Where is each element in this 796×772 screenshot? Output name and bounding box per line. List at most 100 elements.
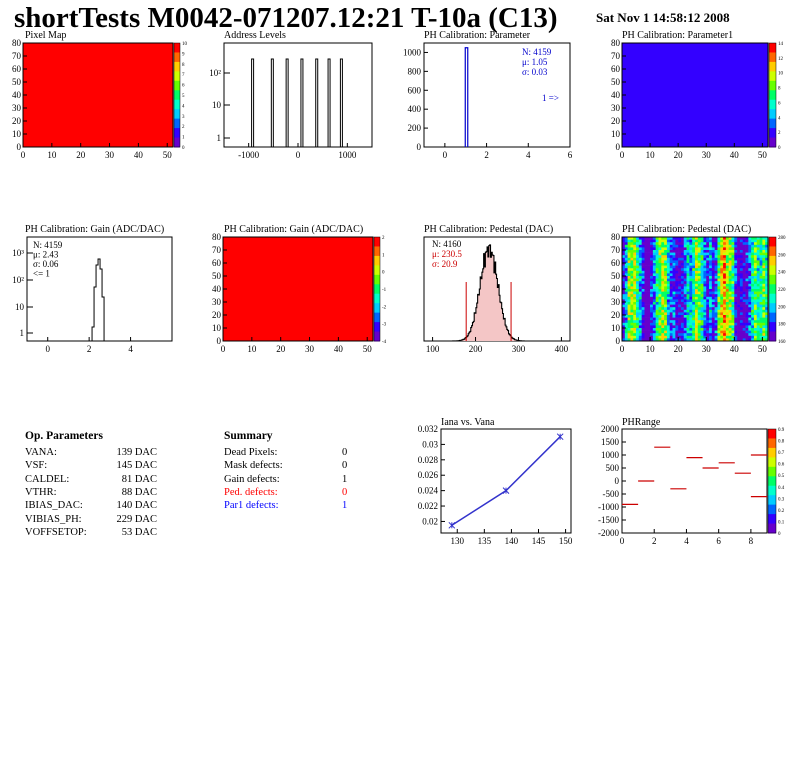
pedestal-map-cell: [720, 330, 724, 334]
phrange-palette-label: 0.6: [778, 463, 785, 468]
pedestal-map-cell: [669, 307, 673, 311]
pedestal-map-cell: [652, 328, 656, 331]
pedestal-map-cell: [647, 283, 651, 287]
pedestal-map-cell: [717, 260, 721, 264]
pedestal-map-cell: [638, 302, 642, 305]
pedestal-map-cell: [641, 250, 645, 253]
pedestal-map-cell: [650, 317, 654, 321]
pedestal-map-cell: [725, 315, 729, 318]
pedestal-map-cell: [680, 281, 685, 285]
pedestal-map-cell: [647, 338, 651, 342]
pedestal-map-cell: [633, 335, 637, 339]
pedestal-map-cell: [697, 317, 701, 321]
pedestal-map-cell: [751, 294, 755, 298]
pedestal-map-cell: [627, 330, 631, 334]
pedestal-map-cell: [624, 276, 628, 279]
pedestal-map-cell: [706, 315, 710, 318]
pedestal-map-cell: [655, 283, 659, 287]
pedestal-map-cell: [742, 268, 746, 272]
pedestal-map-cell: [664, 250, 668, 253]
pedestal-map-cell: [680, 260, 685, 264]
pedestal-map-cell: [725, 289, 729, 292]
pedestal-map-cell: [706, 281, 710, 285]
pedestal-map-cell: [737, 304, 741, 308]
pedestal-map-cell: [706, 286, 710, 290]
pedestal-map-cell: [723, 291, 727, 295]
pedestal-map-cell: [731, 304, 735, 308]
param1-palette-cell: [769, 137, 776, 148]
pedestal-map-cell: [641, 257, 645, 261]
pedestal-map-cell: [703, 252, 707, 256]
pedestal-map-cell: [644, 302, 648, 305]
pedestal-map-cell: [695, 247, 699, 251]
pedestal-map-cell: [678, 273, 682, 277]
pedestal-map-cell: [633, 255, 637, 259]
pedestal-map-cell: [624, 302, 628, 305]
pedestal-map-cell: [709, 330, 713, 334]
pedestal-map-cell: [689, 320, 693, 324]
summary-table: Summary Dead Pixels: 0 Mask defects: 0 Gain …: [224, 430, 364, 530]
pedestal-map-cell: [709, 247, 713, 251]
pedestal-map-cell: [745, 247, 749, 251]
y-tick-label: 60: [611, 258, 621, 268]
pedestal-map-cell: [748, 307, 752, 311]
pedestal-map-cell: [737, 333, 741, 337]
pedestal-map-cell: [723, 250, 727, 253]
pedestal-map-cell: [669, 291, 673, 295]
pedestal-map-cell: [714, 335, 718, 339]
pedestal-map-cell: [714, 315, 718, 318]
pedestal-map-cell: [751, 338, 755, 342]
pedestal-map-cell: [689, 276, 693, 279]
pixel-map-palette-cell: [174, 109, 180, 120]
pedestal-map-cell: [630, 315, 634, 318]
param1-palette-label: 8: [778, 87, 781, 92]
pedestal-map-cell: [675, 265, 679, 269]
pedestal-map-cell: [765, 278, 769, 282]
pedestal-map-cell: [714, 244, 718, 248]
pedestal-map-cell: [731, 307, 735, 311]
pedestal-map-cell: [630, 338, 634, 342]
pedestal-map-cell: [655, 247, 659, 251]
pedestal-map-cell: [695, 257, 699, 261]
pedestal-map-cell: [666, 307, 671, 311]
pedestal-map-cell: [683, 296, 687, 300]
pedestal-map-cell: [700, 257, 704, 261]
pedestal-map-cell: [633, 252, 637, 256]
pedestal-map-cell: [630, 309, 634, 313]
pedestal-map-cell: [751, 330, 755, 334]
pedestal-map-cell: [630, 330, 634, 334]
pedestal-map-cell: [650, 268, 654, 272]
pedestal-map-cell: [655, 294, 659, 298]
pedestal-map-cell: [762, 330, 766, 334]
y-tick-label: 40: [611, 284, 621, 294]
pedestal-map-cell: [655, 281, 659, 285]
pedestal-map-cell: [737, 270, 741, 274]
pedestal-map-cell: [624, 307, 628, 311]
pedestal-map-cell: [739, 335, 744, 339]
pedestal-map-cell: [737, 239, 741, 243]
pedestal-map-cell: [686, 270, 690, 274]
pedestal-map-cell: [627, 263, 631, 266]
pedestal-map-cell: [692, 325, 696, 329]
y-tick-label: 0: [616, 142, 621, 152]
pedestal-map-cell: [678, 291, 682, 295]
pedestal-map-cell: [692, 250, 696, 253]
pedestal-map-cell: [703, 273, 707, 277]
pedestal-map-cell: [748, 281, 752, 285]
pedestal-map-cell: [655, 291, 659, 295]
pedestal-map-cell: [624, 312, 628, 316]
pedestal-map-cell: [686, 286, 690, 290]
pedestal-map-cell: [678, 252, 682, 256]
pedestal-map-cell: [658, 307, 662, 311]
pedestal-map-cell: [661, 252, 665, 256]
pedestal-map-cell: [647, 273, 651, 277]
pedestal-map-cell: [638, 325, 642, 329]
pedestal-map-cell: [686, 281, 690, 285]
pedestal-map-cell: [714, 278, 718, 282]
pedestal-map-cell: [739, 309, 744, 313]
pedestal-map-cell: [714, 320, 718, 324]
pedestal-map-cell: [706, 302, 710, 305]
pedestal-map-cell: [678, 276, 682, 279]
pedestal-map-cell: [706, 312, 710, 316]
pedestal-map-cell: [680, 335, 685, 339]
